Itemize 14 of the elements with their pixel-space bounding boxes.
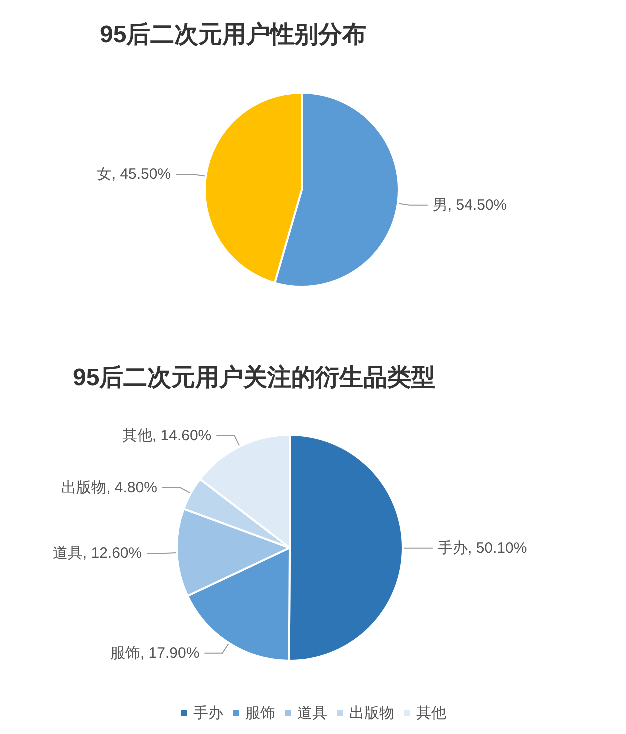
category-label: 服饰, 17.90% (110, 644, 200, 662)
legend-label: 道具 (298, 705, 328, 722)
slice-label: 男, 54.50% (432, 196, 508, 214)
legend-label: 出版物 (350, 705, 394, 722)
legend-label: 其他 (416, 705, 446, 722)
chart-title: 95后二次元用户关注的衍生品类型 (73, 364, 436, 392)
category-label: 手办, 50.10% (438, 540, 528, 557)
slice-label: 女, 45.50% (96, 166, 172, 184)
category-label: 出版物, 4.80% (62, 479, 158, 496)
legend-label: 服饰 (246, 705, 276, 722)
category-label: 道具, 12.60% (52, 544, 142, 562)
category-label: 其他, 14.60% (122, 427, 212, 444)
legend-label: 手办 (194, 705, 224, 722)
chart-title: 95后二次元用户性别分布 (100, 22, 367, 48)
